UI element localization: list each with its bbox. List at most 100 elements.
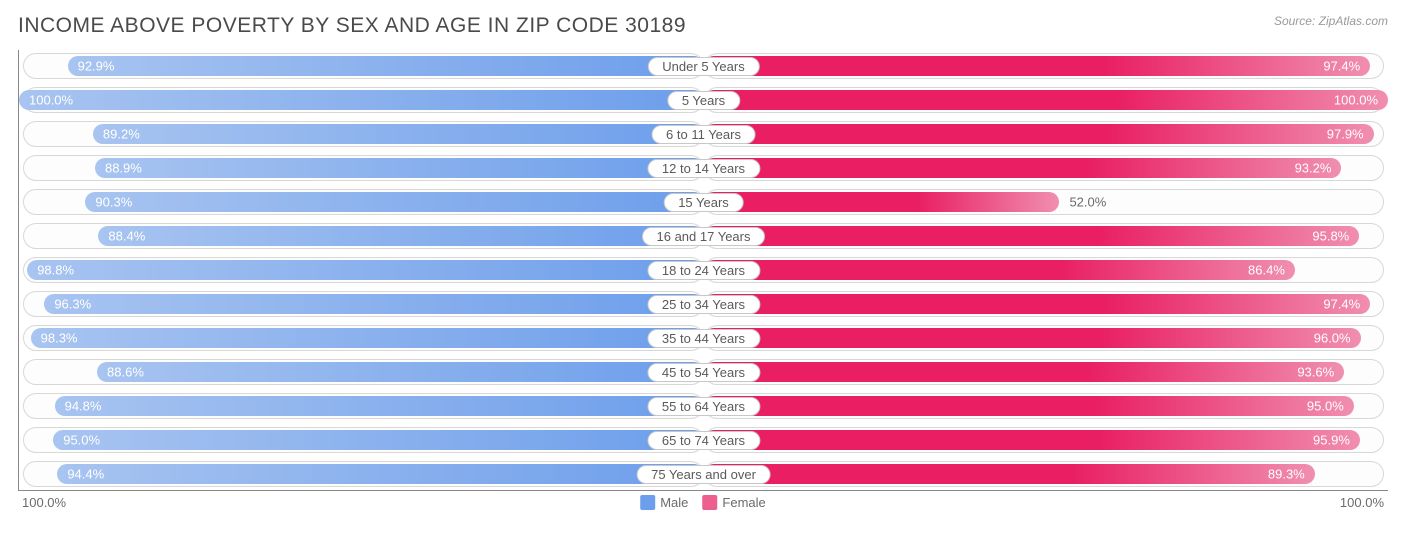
male-half: 88.6% [19, 356, 704, 388]
chart-row: 94.4%89.3%75 Years and over [19, 458, 1388, 490]
category-label: 16 and 17 Years [642, 227, 766, 246]
male-half: 94.4% [19, 458, 704, 490]
chart-row: 88.4% 95.8% 16 and 17 Years [19, 220, 1388, 252]
female-bar [704, 464, 1315, 484]
chart-area: 92.9%97.4%Under 5 Years100.0%100.0%5 Yea… [18, 50, 1388, 491]
male-half: 90.3% [19, 186, 704, 218]
male-bar [31, 328, 704, 348]
female-half: 93.2% [704, 152, 1389, 184]
male-value: 98.8% [37, 263, 74, 278]
female-half: 100.0% [704, 84, 1389, 116]
chart-row: 100.0%100.0%5 Years [19, 84, 1388, 116]
male-bar [85, 192, 703, 212]
male-bar [97, 362, 703, 382]
legend: Male Female [640, 495, 766, 510]
male-half: 98.8% [19, 254, 704, 286]
female-half: 96.0% [704, 322, 1389, 354]
female-bar [704, 226, 1360, 246]
chart-row: 95.0% 95.9%65 to 74 Years [19, 424, 1388, 456]
category-label: 35 to 44 Years [647, 329, 760, 348]
category-label: 55 to 64 Years [647, 397, 760, 416]
female-half: 86.4% [704, 254, 1389, 286]
female-half: 95.8% [704, 220, 1389, 252]
female-half: 97.9% [704, 118, 1389, 150]
chart-row: 90.3% 52.0% 15 Years [19, 186, 1388, 218]
axis-label-left: 100.0% [22, 495, 66, 510]
chart-title: INCOME ABOVE POVERTY BY SEX AND AGE IN Z… [18, 14, 686, 38]
chart-row: 98.8% 86.4% 18 to 24 Years [19, 254, 1388, 286]
female-bar [704, 396, 1354, 416]
female-value: 95.8% [1312, 229, 1349, 244]
female-value: 96.0% [1314, 331, 1351, 346]
female-bar [704, 158, 1342, 178]
category-label: 18 to 24 Years [647, 261, 760, 280]
category-label: Under 5 Years [647, 57, 759, 76]
male-value: 88.6% [107, 365, 144, 380]
chart-row: 94.8% 95.0% 55 to 64 Years [19, 390, 1388, 422]
chart-row: 88.6%93.6%45 to 54 Years [19, 356, 1388, 388]
chart-row: 98.3% 96.0% 35 to 44 Years [19, 322, 1388, 354]
category-label: 6 to 11 Years [651, 125, 756, 144]
legend-swatch-female [702, 495, 717, 510]
male-value: 92.9% [78, 59, 115, 74]
male-bar [57, 464, 703, 484]
legend-label-female: Female [722, 495, 765, 510]
female-bar [704, 90, 1389, 110]
male-half: 96.3% [19, 288, 704, 320]
male-half: 89.2% [19, 118, 704, 150]
female-value: 95.0% [1307, 399, 1344, 414]
category-label: 25 to 34 Years [647, 295, 760, 314]
female-bar [704, 430, 1360, 450]
female-value: 93.6% [1297, 365, 1334, 380]
male-bar [95, 158, 704, 178]
male-bar [55, 396, 704, 416]
female-bar [704, 328, 1361, 348]
male-bar [68, 56, 704, 76]
male-bar [53, 430, 703, 450]
male-value: 89.2% [103, 127, 140, 142]
male-half: 95.0% [19, 424, 704, 456]
category-label: 15 Years [663, 193, 744, 212]
category-label: 5 Years [667, 91, 740, 110]
female-half: 95.9% [704, 424, 1389, 456]
male-value: 90.3% [95, 195, 132, 210]
female-value: 86.4% [1248, 263, 1285, 278]
male-bar [44, 294, 703, 314]
chart-row: 96.3% 97.4% 25 to 34 Years [19, 288, 1388, 320]
female-value: 89.3% [1268, 467, 1305, 482]
legend-item-female: Female [702, 495, 765, 510]
female-value: 97.4% [1323, 297, 1360, 312]
male-half: 98.3% [19, 322, 704, 354]
male-half: 88.9% [19, 152, 704, 184]
male-value: 95.0% [63, 433, 100, 448]
chart-row: 88.9%93.2%12 to 14 Years [19, 152, 1388, 184]
female-bar [704, 192, 1060, 212]
legend-swatch-male [640, 495, 655, 510]
female-bar [704, 56, 1371, 76]
male-value: 94.4% [67, 467, 104, 482]
male-value: 94.8% [65, 399, 102, 414]
male-value: 96.3% [54, 297, 91, 312]
axis-label-right: 100.0% [1340, 495, 1384, 510]
female-bar [704, 260, 1295, 280]
female-value: 93.2% [1295, 161, 1332, 176]
male-value: 100.0% [29, 93, 73, 108]
male-half: 88.4% [19, 220, 704, 252]
category-label: 65 to 74 Years [647, 431, 760, 450]
female-bar [704, 294, 1371, 314]
male-half: 94.8% [19, 390, 704, 422]
female-value: 97.9% [1327, 127, 1364, 142]
chart-header: INCOME ABOVE POVERTY BY SEX AND AGE IN Z… [18, 14, 1388, 38]
female-half: 93.6% [704, 356, 1389, 388]
female-bar [704, 362, 1345, 382]
legend-label-male: Male [660, 495, 688, 510]
female-bar [704, 124, 1374, 144]
female-value: 52.0% [1069, 195, 1106, 210]
female-half: 97.4% [704, 288, 1389, 320]
female-half: 89.3% [704, 458, 1389, 490]
chart-footer: 100.0% Male Female 100.0% [18, 495, 1388, 515]
male-value: 88.9% [105, 161, 142, 176]
male-half: 92.9% [19, 50, 704, 82]
chart-source: Source: ZipAtlas.com [1274, 14, 1388, 28]
female-value: 97.4% [1323, 59, 1360, 74]
